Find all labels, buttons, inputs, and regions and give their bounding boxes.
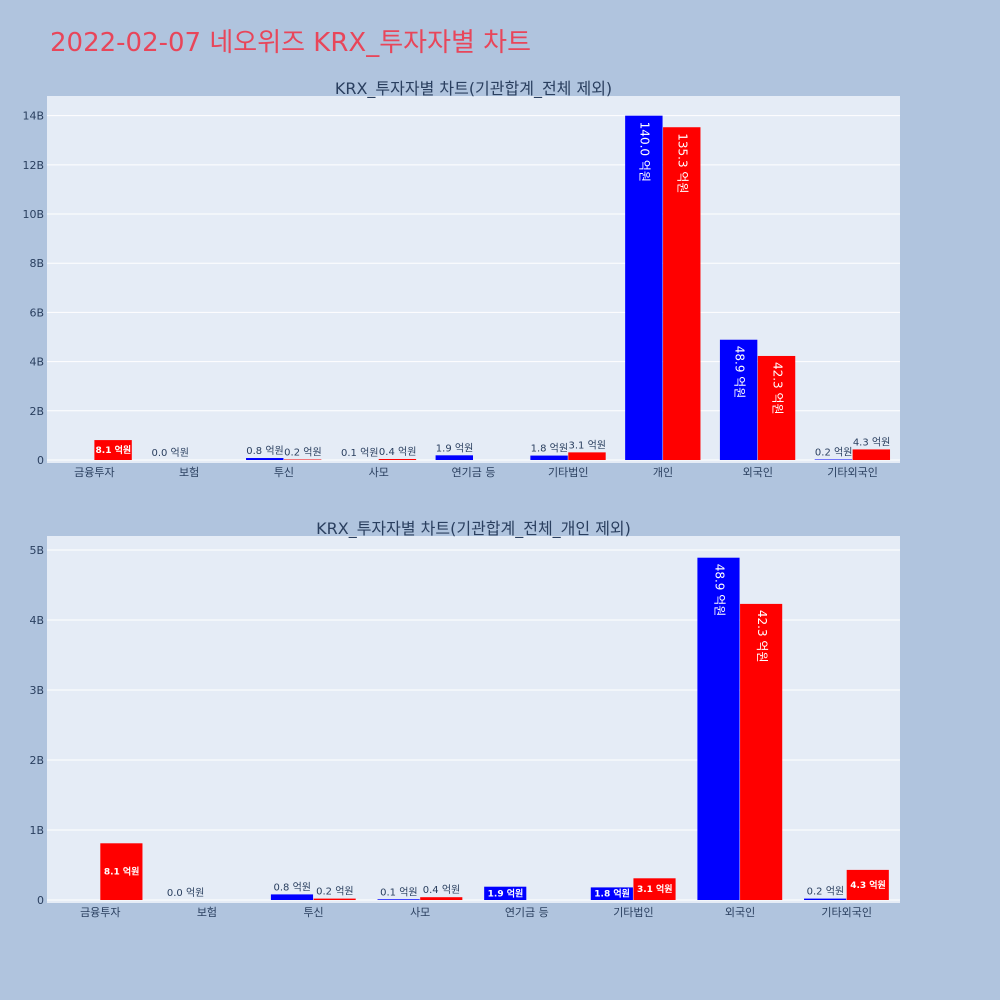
x-tick-label: 개인	[653, 466, 673, 479]
y-tick-label: 8B	[29, 257, 44, 270]
bar-value-label: 140.0 억원	[638, 122, 652, 182]
buy-bar	[804, 898, 847, 900]
bar-value-label: 3.1 억원	[568, 439, 605, 451]
bar-value-label: 0.8 억원	[246, 445, 283, 457]
bar-value-label: 0.1 억원	[341, 447, 378, 459]
sell-bar	[663, 127, 701, 460]
bar-value-label: 42.3 억원	[755, 610, 769, 663]
bar-value-label: 0.0 억원	[151, 447, 188, 459]
x-tick-label: 연기금 등	[452, 466, 496, 479]
bar-value-label: 0.2 억원	[807, 886, 844, 898]
sell-bar	[846, 869, 889, 900]
y-tick-label: 4B	[29, 614, 44, 627]
bar-value-label: 0.2 억원	[284, 447, 321, 459]
bar-value-label: 1.9 억원	[436, 442, 473, 454]
y-tick-label: 3B	[29, 684, 44, 697]
y-tick-label: 2B	[29, 754, 44, 767]
x-tick-label: 보험	[179, 466, 199, 479]
sell-bar	[313, 898, 356, 900]
buy-bar	[270, 894, 314, 900]
bar-value-label: 0.4 억원	[423, 884, 460, 896]
y-tick-label: 1B	[29, 824, 44, 837]
y-tick-label: 6B	[29, 306, 44, 319]
y-tick-label: 5B	[29, 544, 44, 557]
y-tick-label: 14B	[22, 110, 44, 123]
bar-value-label: 0.2 억원	[815, 447, 852, 459]
bar-value-label: 42.3 억원	[770, 362, 784, 415]
chart-title: KRX_투자자별 차트(기관합계_전체 제외)	[335, 79, 612, 99]
bar-value-label: 8.1 억원	[96, 444, 132, 456]
buy-bar	[484, 886, 527, 900]
x-tick-label: 외국인	[725, 906, 755, 919]
buy-bar	[719, 339, 758, 460]
y-tick-label: 4B	[29, 356, 44, 369]
buy-bar	[697, 557, 740, 900]
bar-value-label: 4.3 억원	[853, 436, 890, 448]
y-tick-label: 0	[37, 894, 44, 907]
bar-value-label: 48.9 억원	[732, 346, 746, 399]
sell-bar	[740, 603, 783, 900]
buy-bar	[530, 455, 568, 460]
bar-value-label: 135.3 억원	[676, 133, 690, 193]
x-tick-label: 사모	[410, 906, 430, 919]
y-tick-label: 2B	[29, 405, 44, 418]
x-tick-label: 투신	[303, 906, 323, 919]
buy-bar	[590, 887, 633, 900]
x-tick-label: 기타법인	[548, 466, 588, 479]
sell-bar	[378, 459, 417, 460]
buy-bar	[246, 458, 284, 460]
y-tick-label: 10B	[22, 208, 44, 221]
chart-title: KRX_투자자별 차트(기관합계_전체_개인 제외)	[316, 519, 631, 539]
page-title: 2022-02-07 네오위즈 KRX_투자자별 차트	[50, 28, 532, 58]
bar-value-label: 0.2 억원	[316, 886, 353, 898]
x-tick-label: 사모	[369, 466, 389, 479]
bar-value-label: 4.3 억원	[850, 879, 886, 891]
x-tick-label: 기타법인	[613, 906, 653, 919]
bar-value-label: 1.9 억원	[488, 887, 524, 899]
y-tick-label: 0	[37, 454, 44, 467]
x-tick-label: 기타외국인	[827, 466, 878, 479]
x-tick-label: 연기금 등	[505, 906, 549, 919]
x-tick-label: 기타외국인	[821, 906, 872, 919]
x-tick-label: 보험	[197, 906, 217, 919]
x-tick-label: 금융투자	[80, 906, 120, 919]
buy-bar	[377, 899, 420, 900]
sell-bar	[94, 440, 132, 460]
chart-1: 0 2B 4B 6B 8B 10B 12B 14B KRX_투자자별 차트(기관합계_전체 제외…	[22, 79, 900, 479]
y-tick-label: 12B	[22, 159, 44, 172]
bar-value-label: 48.9 억원	[712, 564, 726, 617]
bar-value-label: 3.1 억원	[637, 883, 673, 895]
buy-bar	[625, 115, 663, 461]
bar-value-label: 0.0 억원	[167, 887, 204, 899]
sell-bar	[420, 897, 463, 900]
sell-bar	[852, 449, 891, 460]
bar-value-label: 1.8 억원	[531, 443, 568, 455]
x-tick-label: 투신	[274, 466, 294, 479]
buy-bar	[435, 455, 473, 460]
bar-value-label: 0.8 억원	[273, 881, 310, 893]
x-tick-label: 외국인	[743, 466, 773, 479]
bar-value-label: 0.1 억원	[380, 886, 417, 898]
bar-value-label: 1.8 억원	[594, 888, 630, 900]
sell-bar	[568, 452, 606, 460]
bar-value-label: 0.4 억원	[379, 446, 416, 458]
bar-value-label: 8.1 억원	[104, 866, 140, 878]
x-tick-label: 금융투자	[74, 466, 114, 479]
sell-bar	[100, 843, 143, 900]
sell-bar	[633, 878, 676, 900]
sell-bar	[757, 355, 796, 460]
chart-2: 0 1B 2B 3B 4B 5B KRX_투자자별 차트(기관합계_전체_개인 제외) 금융투…	[29, 519, 900, 919]
